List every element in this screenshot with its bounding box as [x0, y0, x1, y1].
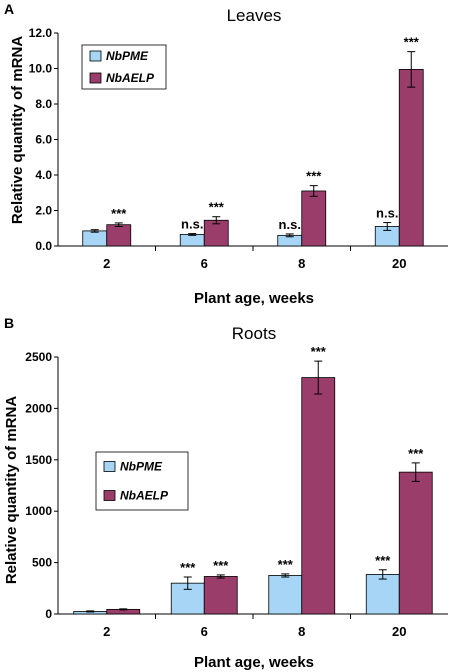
panel-b-significance-label: ***: [213, 558, 229, 573]
panel-a-bar-nbpme: [82, 230, 108, 247]
panel-a-y-tick-label: 6.0: [35, 133, 52, 147]
panel-b-significance-label: ***: [311, 344, 327, 359]
panel-b-x-tick-label: 8: [298, 624, 305, 639]
panel-a-significance-label: ***: [306, 169, 322, 184]
panel-b-y-tick-label: 500: [32, 556, 52, 570]
panel-a-bar-nbaelp: [398, 68, 424, 247]
panel-b-bar-nbaelp: [301, 377, 336, 615]
panel-b-significance-label: ***: [408, 446, 424, 461]
panel-b-x-tick-label: 6: [201, 624, 208, 639]
panel-b-bar-nbaelp: [203, 576, 238, 615]
panel-a-label: A: [4, 1, 14, 17]
panel-a-y-tick-label: 2.0: [35, 204, 52, 218]
panel-b-y-tick-label: 1000: [25, 504, 52, 518]
panel-a-bar-nbpme: [179, 234, 205, 247]
panel-b-y-tick-label: 2000: [25, 401, 52, 415]
panel-b-y-tick-label: 0: [45, 607, 52, 621]
panel-a-significance-label: n.s.: [279, 217, 301, 232]
panel-b-significance-label: ***: [278, 557, 294, 572]
panel-a-y-tick-label: 10.0: [29, 62, 53, 76]
panel-b-legend-swatch-nbaelp: [103, 490, 116, 501]
panel-a-significance-label: ***: [404, 35, 420, 50]
panel-a-y-tick-label: 4.0: [35, 168, 52, 182]
panel-b-legend-swatch-nbpme: [103, 461, 116, 472]
panel-b-bar-nbpme: [268, 575, 303, 615]
panel-b-legend-label-nbpme: NbPME: [120, 460, 163, 474]
panel-b-x-axis-label: Plant age, weeks: [194, 654, 314, 671]
panel-a-x-tick-label: 20: [392, 256, 406, 271]
panel-a-significance-label: ***: [111, 206, 127, 221]
panel-a-x-tick-label: 6: [201, 256, 208, 271]
panel-b-x-tick-label: 20: [392, 624, 406, 639]
panel-b-y-tick-label: 2500: [25, 350, 52, 364]
panel-b-significance-label: ***: [375, 553, 391, 568]
panel-a-y-tick-label: 0.0: [35, 239, 52, 253]
panel-a-significance-label: n.s.: [376, 206, 398, 221]
panel-a-title: Leaves: [227, 6, 282, 25]
panel-a-x-tick-label: 8: [298, 256, 305, 271]
panel-a-y-tick-label: 12.0: [29, 26, 53, 40]
panel-a-significance-label: n.s.: [181, 217, 203, 232]
panel-b-title: Roots: [232, 324, 276, 343]
panel-b-bar-nbpme: [365, 574, 400, 615]
panel-b-bar-nbaelp: [398, 471, 433, 615]
panel-a-bar-nbaelp: [106, 224, 132, 247]
panel-b-label: B: [4, 315, 14, 331]
panel-a-legend-label-nbaelp: NbAELP: [106, 71, 155, 85]
panel-b-significance-label: ***: [180, 560, 196, 575]
panel-a-legend-swatch-nbpme: [89, 50, 102, 62]
panel-a-y-axis-label: Relative quantity of mRNA: [9, 36, 26, 225]
panel-a-legend-label-nbpme: NbPME: [106, 49, 149, 63]
panel-b-y-tick-label: 1500: [25, 453, 52, 467]
panel-a-x-axis-label: Plant age, weeks: [194, 290, 314, 307]
panel-a-legend-swatch-nbaelp: [89, 72, 102, 84]
panel-a-x-tick-label: 2: [103, 256, 110, 271]
panel-b-x-tick-label: 2: [103, 624, 110, 639]
panel-a-significance-label: ***: [209, 200, 225, 215]
panel-a: A Leaves Relative quantity of mRNA Plant…: [4, 1, 448, 307]
panel-b-y-axis-label: Relative quantity of mRNA: [3, 396, 20, 585]
panel-b-legend-label-nbaelp: NbAELP: [120, 489, 169, 503]
panel-a-bar-nbaelp: [301, 190, 327, 247]
panel-a-y-tick-label: 8.0: [35, 97, 52, 111]
panel-b: B Roots Relative quantity of mRNA Plant …: [3, 315, 448, 671]
